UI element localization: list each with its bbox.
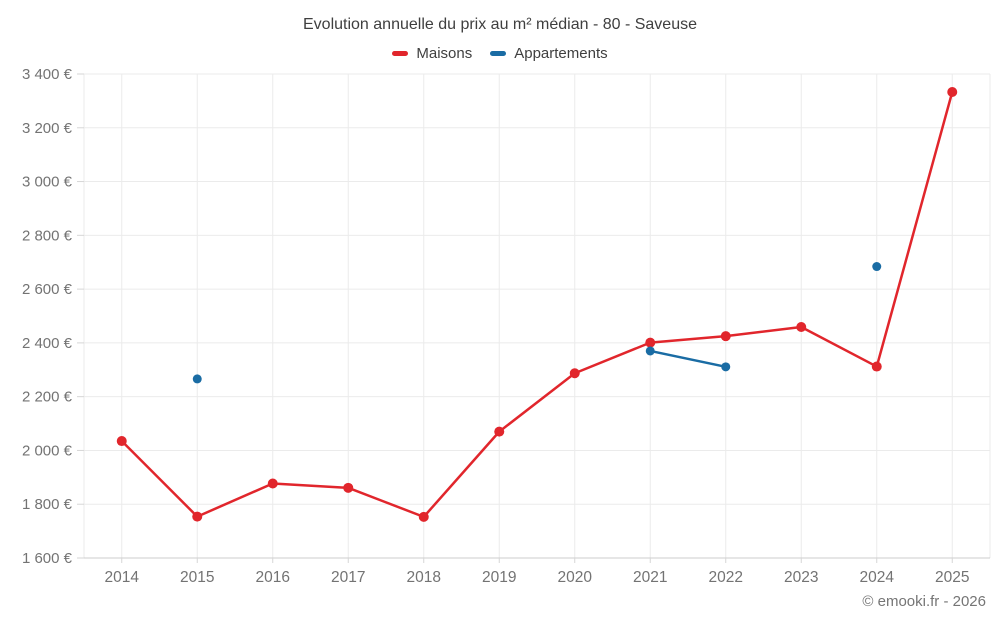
data-point-appartements-2022	[721, 362, 731, 372]
data-point-maisons-2018	[418, 511, 429, 522]
y-axis-labels: 1 600 € 1 800 € 2 000 € 2 200 € 2 400 € 2 600…	[22, 66, 73, 567]
svg-text:2020: 2020	[558, 569, 593, 586]
svg-text:2 200 €: 2 200 €	[22, 389, 73, 406]
legend-label-appartements: Appartements	[514, 45, 608, 62]
svg-text:3 200 €: 3 200 €	[22, 120, 73, 137]
data-point-maisons-2021	[645, 337, 656, 348]
svg-text:2022: 2022	[709, 569, 743, 586]
svg-text:2025: 2025	[935, 569, 969, 586]
svg-text:3 400 €: 3 400 €	[22, 66, 73, 83]
svg-text:2023: 2023	[784, 569, 818, 586]
series-appartements	[192, 262, 882, 384]
svg-text:2014: 2014	[105, 569, 140, 586]
legend-item-appartements[interactable]: Appartements	[490, 45, 608, 62]
series-maisons	[116, 87, 958, 522]
data-point-maisons-2023	[796, 322, 807, 333]
data-point-maisons-2019	[494, 426, 505, 437]
data-point-appartements-2024	[872, 262, 882, 272]
data-point-maisons-2015	[192, 511, 203, 522]
svg-text:2016: 2016	[256, 569, 290, 586]
svg-text:2 600 €: 2 600 €	[22, 281, 73, 298]
svg-text:1 600 €: 1 600 €	[22, 550, 73, 567]
svg-text:1 800 €: 1 800 €	[22, 496, 73, 513]
data-point-maisons-2024	[871, 361, 882, 372]
data-point-maisons-2017	[343, 482, 354, 493]
chart-title: Evolution annuelle du prix au m² médian …	[303, 16, 697, 33]
x-axis-labels: 2014 2015 2016 2017 2018 2019 2020 2021 2022 2023…	[105, 569, 970, 586]
data-point-maisons-2020	[569, 368, 580, 379]
svg-text:2019: 2019	[482, 569, 516, 586]
svg-text:2 000 €: 2 000 €	[22, 442, 73, 459]
data-point-maisons-2025	[947, 87, 958, 98]
legend: Maisons Appartements	[0, 45, 1000, 62]
copyright-text: © emooki.fr - 2026	[862, 593, 986, 610]
legend-label-maisons: Maisons	[416, 45, 473, 62]
svg-text:2018: 2018	[407, 569, 441, 586]
svg-text:2015: 2015	[180, 569, 214, 586]
legend-item-maisons[interactable]: Maisons	[392, 45, 472, 62]
data-point-appartements-2021	[645, 346, 655, 356]
data-point-maisons-2016	[267, 478, 278, 489]
data-point-maisons-2022	[720, 331, 731, 342]
svg-text:2017: 2017	[331, 569, 365, 586]
axes	[77, 73, 990, 563]
appartements-series-swatch-icon	[490, 51, 507, 56]
data-point-appartements-2015	[192, 374, 202, 384]
data-point-maisons-2014	[116, 436, 127, 447]
svg-text:2 400 €: 2 400 €	[22, 335, 73, 352]
svg-text:2 800 €: 2 800 €	[22, 227, 73, 244]
svg-text:3 000 €: 3 000 €	[22, 174, 73, 191]
svg-text:2024: 2024	[860, 569, 895, 586]
gridlines	[83, 73, 991, 558]
svg-text:2021: 2021	[633, 569, 667, 586]
maisons-series-swatch-icon	[392, 51, 409, 56]
